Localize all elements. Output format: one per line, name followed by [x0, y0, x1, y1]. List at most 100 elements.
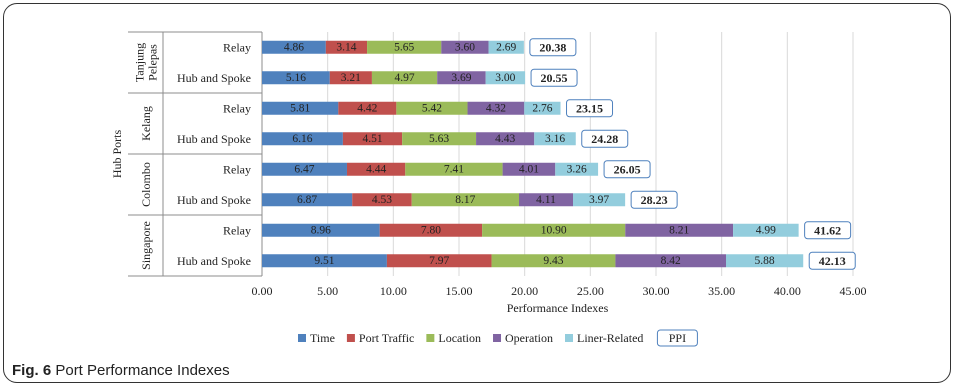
- bar-segment: [437, 71, 486, 85]
- segment-value-label: 6.47: [294, 163, 314, 175]
- segment-value-label: 3.97: [589, 194, 609, 206]
- segment-value-label: 2.76: [532, 102, 552, 114]
- segment-value-label: 2.69: [496, 41, 516, 53]
- legend-label: Operation: [505, 331, 553, 345]
- bar-segment: [441, 40, 489, 54]
- x-tick-label: 25.00: [577, 284, 604, 298]
- ppi-box: [808, 251, 856, 270]
- ppi-box: [529, 38, 577, 57]
- bar-segment: [262, 40, 326, 54]
- segment-value-label: 6.87: [297, 194, 317, 206]
- segment-value-label: 4.51: [362, 133, 382, 145]
- segment-value-label: 4.11: [536, 194, 556, 206]
- bar-segment: [488, 40, 524, 54]
- legend-label: Port Traffic: [359, 331, 414, 345]
- segment-value-label: 8.42: [661, 255, 681, 267]
- segment-value-label: 8.17: [455, 194, 475, 206]
- segment-value-label: 5.42: [422, 102, 442, 114]
- segment-value-label: 10.90: [541, 224, 567, 236]
- legend-swatch: [346, 334, 355, 342]
- segment-value-label: 7.97: [429, 255, 449, 267]
- x-tick-label: 20.00: [511, 284, 538, 298]
- bar-segment: [482, 223, 626, 237]
- figure-frame: [3, 3, 951, 383]
- category-label: Relay: [223, 101, 251, 115]
- segment-value-label: 4.32: [486, 102, 506, 114]
- segment-value-label: 8.21: [669, 224, 689, 236]
- figure-number: Fig. 6: [12, 362, 52, 379]
- bar-segment: [386, 254, 492, 268]
- segment-value-label: 4.42: [357, 102, 377, 114]
- segment-value-label: 3.69: [451, 72, 471, 84]
- bar-segment: [262, 132, 343, 146]
- x-tick-label: 35.00: [708, 284, 735, 298]
- stacked-bar-chart: 0.00 5.00 10.00 15.00 20.00 25.00 30.00 35.00 40…: [110, 31, 867, 347]
- category-label: Relay: [223, 223, 251, 237]
- x-tick-label: 0.00: [252, 284, 273, 298]
- segment-value-label: 3.21: [341, 72, 361, 84]
- segment-value-label: 5.81: [290, 102, 310, 114]
- x-axis-title: Performance Indexes: [507, 301, 609, 315]
- segment-value-label: 4.44: [366, 163, 386, 175]
- bar-segment: [338, 101, 397, 115]
- bar-segment: [615, 254, 727, 268]
- bar-segment: [467, 101, 525, 115]
- segment-value-label: 8.96: [311, 224, 331, 236]
- segment-value-label: 4.01: [519, 163, 539, 175]
- group-label: Kelang: [139, 106, 153, 141]
- segment-value-label: 3.26: [567, 163, 587, 175]
- bar-segment: [411, 193, 520, 207]
- x-tick-label: 10.00: [380, 284, 407, 298]
- segment-value-label: 7.80: [421, 224, 441, 236]
- ppi-box: [530, 68, 578, 87]
- bar-segment: [733, 223, 799, 237]
- bar-segment: [519, 193, 573, 207]
- bar-segment: [371, 71, 438, 85]
- legend-swatch: [298, 334, 306, 342]
- category-label: Hub and Spoke: [177, 132, 251, 146]
- ppi-box: [581, 129, 629, 148]
- ppi-value-label: 20.38: [539, 40, 566, 54]
- segment-value-label: 4.99: [756, 224, 776, 236]
- bar-segment: [555, 162, 599, 176]
- bar-segment: [502, 162, 556, 176]
- segment-value-label: 4.86: [284, 41, 304, 53]
- segment-value-label: 5.88: [755, 255, 775, 267]
- ppi-box: [566, 99, 614, 118]
- caption-text: Port Performance Indexes: [55, 362, 230, 379]
- x-tick-label: 30.00: [643, 284, 670, 298]
- bar-segment: [262, 193, 353, 207]
- legend-label: PPI: [669, 331, 686, 345]
- bar-segment: [379, 223, 483, 237]
- figure-caption: Fig. 6 Port Performance Indexes: [12, 362, 230, 379]
- ppi-value-label: 20.55: [541, 71, 568, 85]
- group-label: Colombo: [139, 162, 153, 207]
- group-label: Pelepas: [146, 44, 160, 81]
- legend-swatch: [426, 334, 435, 342]
- bar-segment: [524, 101, 561, 115]
- segment-value-label: 4.53: [372, 194, 392, 206]
- bar-segment: [329, 71, 372, 85]
- ppi-value-label: 42.13: [819, 254, 846, 268]
- category-label: Hub and Spoke: [177, 193, 251, 207]
- bar-segment: [534, 132, 576, 146]
- ppi-value-label: 28.23: [641, 193, 668, 207]
- x-tick-label: 40.00: [774, 284, 801, 298]
- bar-segment: [367, 40, 442, 54]
- segment-value-label: 5.16: [286, 72, 306, 84]
- bar-segment: [262, 223, 380, 237]
- bar-segment: [625, 223, 734, 237]
- segment-value-label: 3.60: [455, 41, 475, 53]
- bar-segment: [396, 101, 468, 115]
- bar-segment: [352, 193, 412, 207]
- bar-segment: [325, 40, 368, 54]
- bar-segment: [491, 254, 616, 268]
- bar-segment: [405, 162, 503, 176]
- bar-segment: [485, 71, 526, 85]
- bar-segment: [262, 71, 330, 85]
- ppi-box: [630, 190, 678, 209]
- category-label: Relay: [223, 162, 251, 176]
- segment-value-label: 3.14: [336, 41, 356, 53]
- legend-label: Liner-Related: [577, 331, 643, 345]
- segment-value-label: 9.43: [543, 255, 563, 267]
